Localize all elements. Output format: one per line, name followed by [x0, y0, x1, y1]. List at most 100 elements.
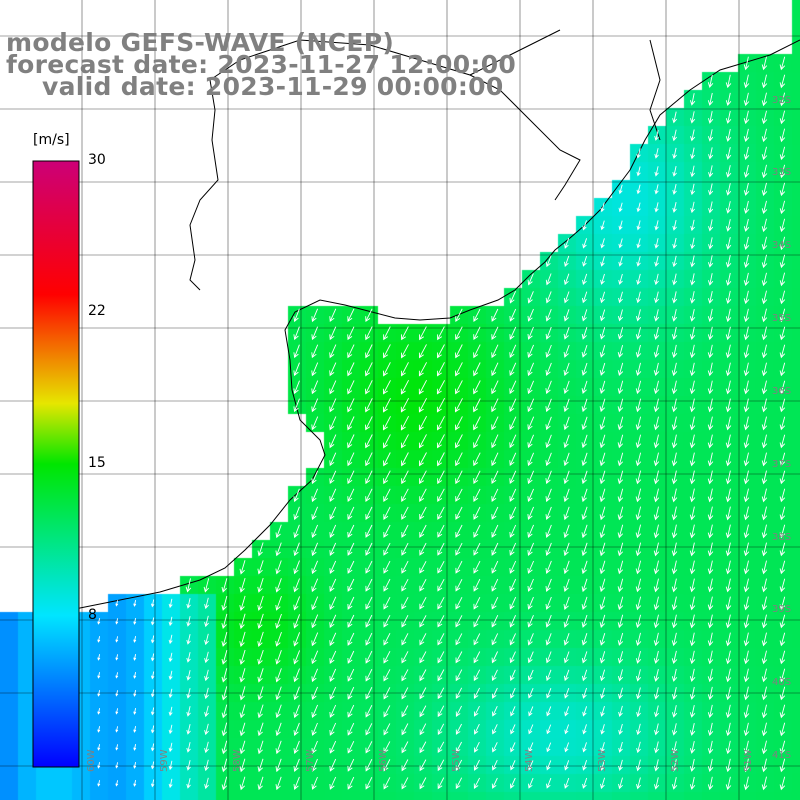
wind-arrow	[473, 759, 480, 771]
wind-arrow	[419, 687, 427, 700]
wind-arrow	[329, 722, 337, 736]
wind-arrow	[671, 398, 678, 413]
wind-arrow	[761, 92, 768, 107]
wind-arrow	[635, 434, 642, 449]
wind-arrow	[779, 578, 786, 593]
wind-arrow	[725, 201, 732, 214]
wind-arrow	[527, 434, 535, 449]
wind-arrow	[203, 578, 210, 593]
wind-arrow	[653, 668, 660, 682]
wind-arrow	[545, 398, 552, 413]
wind-arrow	[527, 308, 534, 322]
wind-arrow	[599, 344, 606, 358]
wind-arrow	[419, 506, 427, 520]
wind-arrow	[133, 672, 137, 679]
wind-arrow	[365, 596, 373, 610]
wind-arrow	[725, 596, 732, 611]
wind-arrow	[690, 165, 696, 178]
wind-arrow	[671, 687, 678, 700]
wind-arrow	[473, 542, 481, 556]
wind-arrow	[473, 506, 481, 520]
wind-arrow	[653, 452, 660, 467]
wind-arrow	[761, 488, 768, 503]
wind-arrow	[347, 668, 355, 682]
wind-arrow	[329, 308, 337, 323]
wind-arrow	[455, 741, 462, 753]
wind-arrow	[186, 598, 191, 609]
wind-arrow	[779, 380, 786, 395]
wind-arrow	[115, 726, 119, 733]
wind-arrow	[400, 397, 409, 413]
wind-arrow	[97, 672, 101, 679]
wind-arrow	[725, 740, 732, 755]
wind-arrow	[743, 668, 750, 683]
wind-arrow	[672, 111, 678, 124]
wind-arrow	[365, 506, 373, 520]
wind-arrow	[545, 524, 552, 538]
wind-arrow	[419, 615, 427, 628]
wind-arrow	[600, 687, 605, 700]
wind-arrow	[779, 704, 786, 719]
wind-arrow	[473, 326, 481, 341]
wind-arrow	[347, 596, 355, 610]
wind-arrow	[509, 542, 517, 556]
wind-arrow	[618, 273, 623, 285]
wind-arrow	[311, 578, 319, 593]
wind-arrow	[761, 344, 768, 359]
wind-arrow	[275, 704, 282, 719]
wind-arrow	[329, 362, 337, 377]
wind-arrow	[599, 614, 606, 628]
wind-arrow	[293, 560, 300, 575]
wind-arrow	[347, 344, 355, 359]
wind-arrow	[600, 202, 605, 213]
lat-label-34s: 34S	[772, 240, 792, 251]
wind-arrow	[221, 578, 228, 593]
wind-arrow	[365, 668, 373, 682]
wind-arrow	[743, 146, 750, 161]
wind-arrow	[510, 687, 516, 699]
model-title: modelo GEFS-WAVE (NCEP)	[6, 28, 395, 57]
wind-arrow	[617, 614, 624, 629]
wind-arrow	[365, 542, 373, 556]
wind-arrow	[239, 649, 246, 665]
wind-arrow	[401, 542, 409, 556]
wind-arrow	[419, 669, 427, 682]
wind-arrow	[545, 470, 552, 485]
wind-arrow	[133, 762, 137, 769]
wind-arrow	[779, 254, 786, 269]
wind-arrow	[133, 600, 137, 607]
wind-arrow	[707, 111, 714, 124]
wind-arrow	[725, 452, 732, 467]
wind-arrow	[473, 398, 481, 413]
wind-arrow	[383, 470, 391, 485]
wind-arrow	[653, 362, 660, 377]
wind-arrow	[545, 416, 552, 431]
wind-arrow	[779, 524, 786, 539]
wind-arrow	[563, 669, 570, 682]
wind-arrow	[635, 309, 642, 322]
wind-arrow	[383, 632, 391, 646]
wind-arrow	[329, 344, 337, 359]
wind-arrow	[725, 344, 732, 359]
wind-arrow	[707, 398, 714, 413]
wind-arrow	[672, 166, 677, 177]
wind-arrow	[599, 470, 606, 485]
wind-arrow	[473, 596, 481, 610]
wind-arrow	[365, 524, 373, 538]
wind-arrow	[779, 272, 786, 287]
wind-arrow	[455, 669, 463, 682]
wind-arrow	[383, 326, 391, 341]
wind-arrow	[239, 722, 246, 737]
wind-arrow	[473, 380, 481, 395]
wind-arrow	[275, 613, 282, 629]
wind-arrow	[689, 668, 696, 683]
wind-arrow	[725, 434, 732, 449]
lon-label-55w: 55W	[451, 749, 462, 772]
wind-arrow	[581, 578, 588, 593]
wind-arrow	[365, 650, 373, 664]
wind-arrow	[743, 470, 750, 485]
wind-arrow	[293, 308, 300, 323]
lat-label-36s: 36S	[772, 386, 792, 397]
wind-arrow	[582, 273, 588, 285]
